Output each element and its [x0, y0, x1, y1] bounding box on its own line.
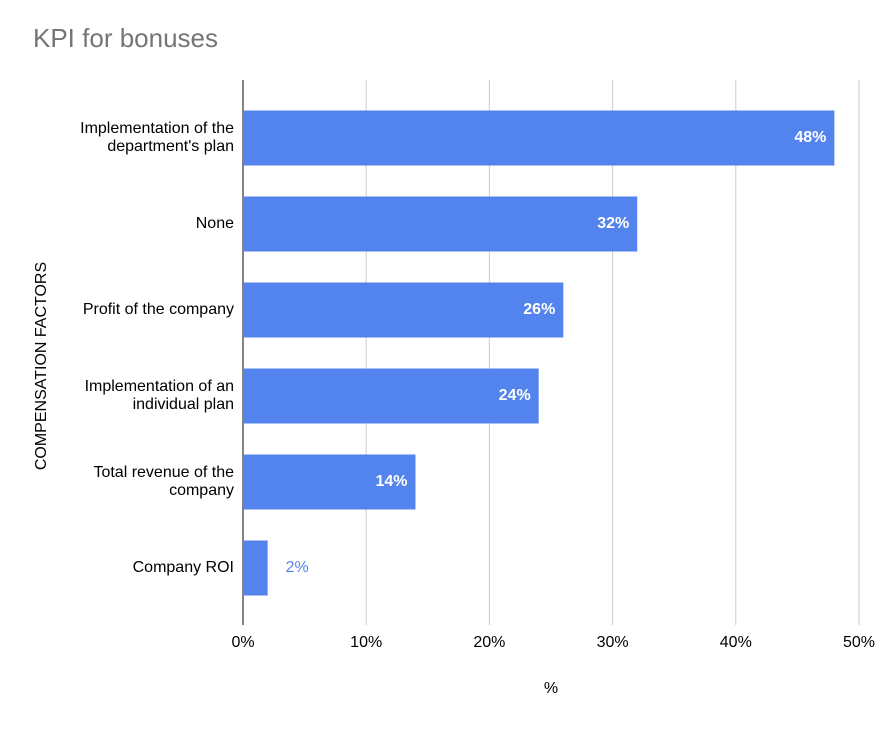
x-tick-label: 10%	[350, 634, 382, 651]
y-tick-label: Total revenue of the company	[93, 464, 234, 499]
y-tick-label: Company ROI	[132, 559, 234, 576]
x-tick-label: 30%	[597, 634, 629, 651]
y-tick-label: None	[195, 215, 234, 232]
x-tick-label: 50%	[843, 634, 875, 651]
value-label: 48%	[794, 129, 826, 146]
bar	[243, 540, 268, 596]
y-axis-title: COMPENSATION FACTORS	[33, 262, 50, 470]
y-tick-label: Implementation of an individual plan	[84, 378, 234, 413]
value-label: 24%	[499, 387, 531, 404]
value-label: 2%	[286, 559, 309, 576]
bar	[243, 282, 564, 338]
bar	[243, 368, 539, 424]
bar	[243, 110, 835, 166]
y-tick-label: Profit of the company	[82, 301, 234, 318]
x-tick-label: 0%	[231, 634, 254, 651]
bar	[243, 454, 416, 510]
value-label: 14%	[375, 473, 407, 490]
x-tick-label: 40%	[720, 634, 752, 651]
x-tick-label: 20%	[473, 634, 505, 651]
value-label: 32%	[597, 215, 629, 232]
value-label: 26%	[523, 301, 555, 318]
chart-title: KPI for bonuses	[33, 23, 218, 53]
y-tick-label: Implementation of the department's plan	[80, 120, 234, 155]
bar	[243, 196, 638, 252]
x-axis-title: %	[544, 680, 558, 697]
